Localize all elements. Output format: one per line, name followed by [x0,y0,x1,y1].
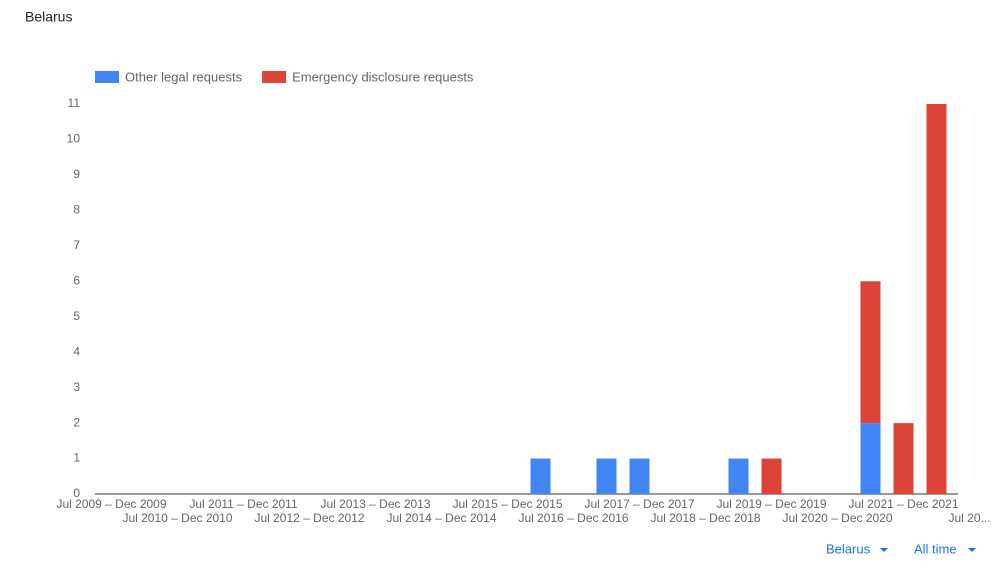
legend-swatch [262,71,287,83]
bar-segment [596,458,617,494]
y-tick-label: 1 [73,451,80,465]
x-tick-label: Jul 2010 – Dec 2010 [122,511,232,525]
bar-segment [761,458,782,494]
y-tick-label: 10 [67,132,81,146]
dropdown-arrow [968,548,976,552]
bar-segment [860,423,881,494]
y-tick-label: 8 [73,203,80,217]
bar-segment [860,281,881,424]
x-tick-label: Jul 2021 – Dec 2021 [848,497,958,511]
region-dropdown[interactable]: Belarus [826,541,871,556]
period-dropdown[interactable]: All time [914,541,957,556]
y-tick-label: 0 [73,486,80,500]
y-tick-label: 3 [73,380,80,394]
x-tick-label: Jul 2015 – Dec 2015 [452,497,562,511]
y-tick-label: 6 [73,273,80,287]
y-tick-label: 9 [73,167,80,181]
legend-swatch [95,71,119,83]
x-tick-label: Jul 20... [948,511,990,525]
dropdown-arrow [880,548,888,552]
chart-title: Belarus [25,9,72,25]
y-tick-label: 4 [73,344,80,358]
bar-segment [530,458,551,494]
x-tick-label: Jul 2016 – Dec 2016 [518,511,628,525]
y-tick-label: 7 [73,238,80,252]
bar-segment [629,458,650,494]
y-tick-label: 11 [68,96,81,110]
bar-segment [728,458,749,494]
bar-segment [926,104,947,494]
legend-label: Emergency disclosure requests [292,69,474,84]
x-tick-label: Jul 2009 – Dec 2009 [56,497,166,511]
x-tick-label: Jul 2019 – Dec 2019 [716,497,826,511]
x-tick-label: Jul 2014 – Dec 2014 [386,511,496,525]
x-tick-label: Jul 2020 – Dec 2020 [782,511,892,525]
x-tick-label: Jul 2011 – Dec 2011 [189,497,298,511]
y-tick-label: 5 [73,309,80,323]
x-tick-label: Jul 2012 – Dec 2012 [254,511,364,525]
x-tick-label: Jul 2013 – Dec 2013 [320,497,430,511]
legend-label: Other legal requests [125,69,243,84]
bar-segment [893,423,914,494]
x-tick-label: Jul 2018 – Dec 2018 [650,511,760,525]
y-tick-label: 2 [73,415,80,429]
x-tick-label: Jul 2017 – Dec 2017 [584,497,694,511]
